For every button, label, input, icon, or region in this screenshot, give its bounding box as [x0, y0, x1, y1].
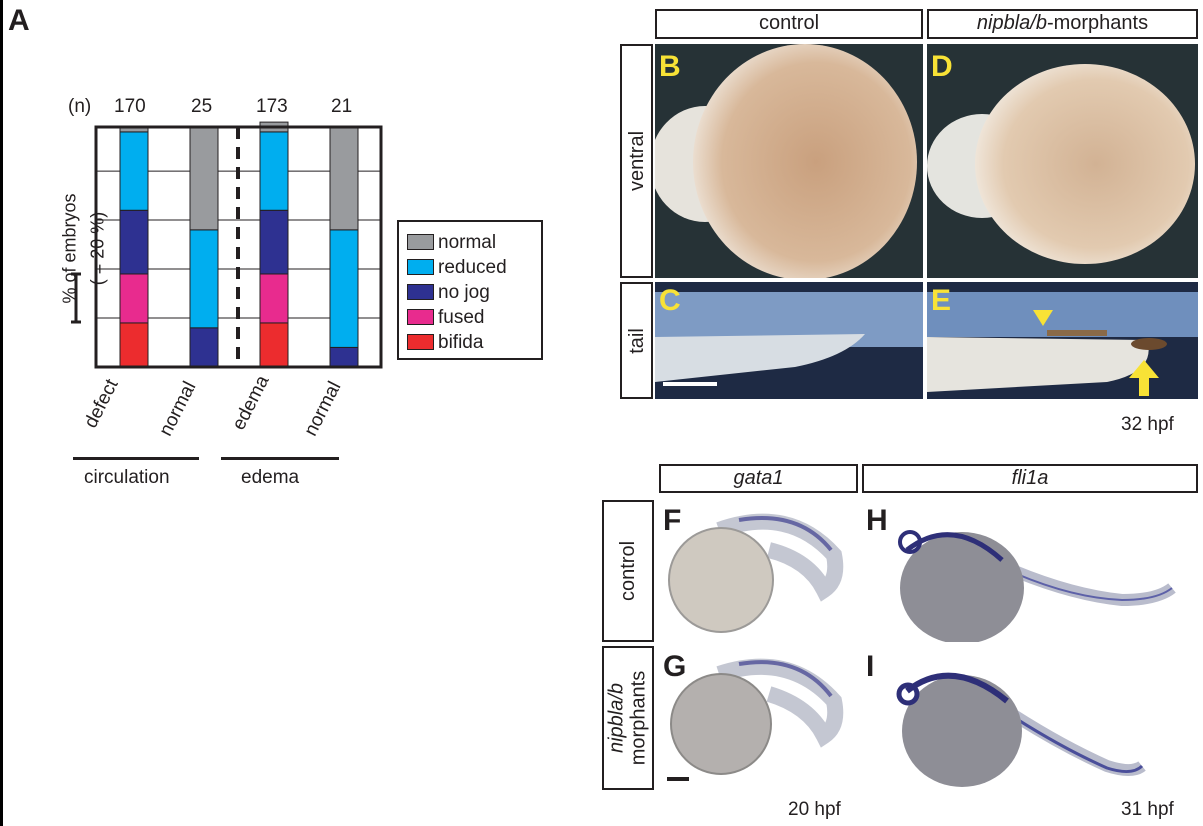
bar-segment-no-jog [259, 209, 289, 275]
micrograph-c: C [655, 282, 923, 399]
panel-letter-i: I [866, 650, 875, 683]
group-label-circulation: circulation [84, 467, 170, 488]
group-label-edema: edema [241, 467, 300, 488]
row-header-text: morphants [627, 670, 650, 766]
row-header-tail: tail [620, 282, 653, 399]
n-value: 170 [114, 96, 146, 117]
bar-segment-normal [329, 126, 359, 231]
stage-label-right: 31 hpf [1121, 799, 1174, 820]
plot-frame [94, 125, 383, 369]
legend-label: fused [438, 307, 485, 328]
column-header-gata1: gata1 [659, 464, 858, 493]
bar-segment-normal [189, 126, 219, 231]
scale-bar [667, 777, 689, 781]
gene-name-text: nipbla/b [976, 12, 1047, 34]
gene-name-text: nipbla/b [605, 682, 628, 754]
legend-label: no jog [438, 282, 490, 303]
embryo-image [927, 64, 1195, 264]
arrowhead-icon [1033, 310, 1053, 326]
panel-letter-g: G [663, 650, 687, 683]
group-underline [73, 457, 199, 460]
micrograph-h: H [862, 500, 1198, 642]
micrograph-i: I [862, 646, 1198, 790]
x-tick-label: normal [300, 378, 346, 440]
legend-item: no jog [407, 282, 490, 304]
legend-label: normal [438, 232, 497, 253]
legend-item: bifida [407, 332, 483, 354]
embryo-image [670, 658, 844, 775]
n-value: 21 [331, 96, 353, 117]
gene-name-text: gata1 [733, 467, 784, 489]
legend-item: normal [407, 232, 496, 254]
scale-bar [663, 382, 717, 386]
micrograph-f: F [659, 500, 858, 642]
legend-swatch [407, 284, 434, 300]
gene-name-text: fli1a [1011, 467, 1049, 489]
arrow-icon [1129, 360, 1159, 396]
bar-segment-fused [259, 273, 289, 324]
row-header-morphants: nipbla/b morphants [602, 646, 654, 790]
bar-segment-reduced [259, 131, 289, 211]
row-header-text: tail [625, 327, 648, 354]
bar-segment-no-jog [119, 209, 149, 275]
n-prefix: (n) [68, 96, 92, 117]
bar-segment-no-jog [329, 346, 359, 368]
legend-label: bifida [438, 332, 484, 353]
panel-letter-e: E [931, 284, 952, 317]
embryo-image [896, 672, 1146, 787]
x-tick-label: edema [228, 372, 274, 434]
bar-segment-reduced [189, 229, 219, 329]
micrograph-g: G [659, 646, 858, 790]
panel-letter-b: B [659, 50, 681, 83]
legend-swatch [407, 259, 434, 275]
bar-segment-reduced [329, 229, 359, 348]
row-header-text-group: nipbla/b morphants [605, 670, 650, 766]
panel-letter-a: A [8, 4, 30, 37]
group-underline [221, 457, 339, 460]
bar-segment-fused [119, 273, 149, 324]
stage-label-left: 20 hpf [788, 799, 841, 820]
scale-bar-icon [71, 272, 81, 324]
row-header-control: control [602, 500, 654, 642]
x-tick-label: normal [155, 378, 201, 440]
column-header-text: control [758, 12, 820, 34]
legend-swatch [407, 309, 434, 325]
micrograph-d: D [927, 44, 1198, 278]
row-header-text: control [617, 540, 639, 602]
stacked-bar-chart [94, 121, 383, 369]
column-header-fli1a: fli1a [862, 464, 1198, 493]
panel-letter-d: D [931, 50, 953, 83]
legend-swatch [407, 334, 434, 350]
bar-segment-bifida [259, 322, 289, 368]
stage-label: 32 hpf [1121, 414, 1174, 435]
x-tick-label: defect [80, 375, 123, 432]
legend-item: fused [407, 307, 484, 329]
left-border-line [0, 0, 3, 826]
embryo-image [668, 513, 844, 633]
micrograph-b: B [655, 44, 923, 278]
tail-image [927, 292, 1198, 392]
n-value: 173 [256, 96, 288, 117]
row-header-ventral: ventral [620, 44, 653, 278]
bar-segment-no-jog [189, 327, 219, 368]
embryo-image [898, 530, 1176, 642]
bar-segment-bifida [119, 322, 149, 368]
bar-segment-reduced [119, 131, 149, 211]
legend-label: reduced [438, 257, 507, 278]
column-header-text: -morphants [1046, 12, 1149, 34]
row-header-text: ventral [625, 130, 648, 192]
panel-letter-f: F [663, 504, 682, 537]
legend-swatch [407, 234, 434, 250]
n-value: 25 [191, 96, 213, 117]
column-header-morphants: nipbla/b-morphants [927, 9, 1198, 39]
micrograph-e: E [927, 282, 1198, 399]
panel-letter-c: C [659, 284, 681, 317]
chart-legend: normal reduced no jog fused bifida [397, 220, 543, 360]
legend-item: reduced [407, 257, 507, 279]
embryo-image [655, 44, 917, 278]
panel-letter-h: H [866, 504, 888, 537]
column-header-control: control [655, 9, 923, 39]
tail-image [655, 292, 923, 382]
